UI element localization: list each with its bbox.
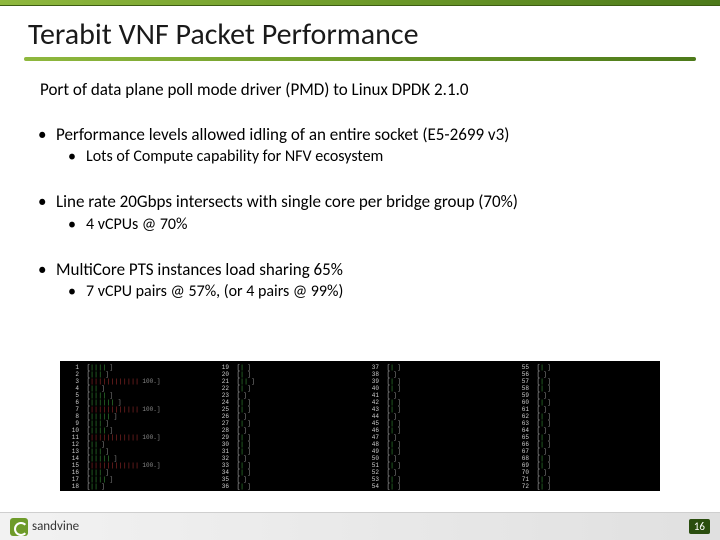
cpu-meter-row: 29 [|] bbox=[215, 434, 355, 441]
cpu-meter-row: 3 [||||||||||||100.] bbox=[65, 378, 205, 385]
cpu-meter-row: 57 [|] bbox=[515, 378, 655, 385]
cpu-meter-row: 41 [] bbox=[365, 392, 505, 399]
cpu-meter-row: 32 [] bbox=[215, 455, 355, 462]
cpu-meter-row: 46 [|] bbox=[365, 427, 505, 434]
cpu-meter-row: 56 [] bbox=[515, 371, 655, 378]
cpu-meter-row: 45 [|] bbox=[365, 420, 505, 427]
cpu-meter-row: 48 [|] bbox=[365, 441, 505, 448]
cpu-meter-row: 12 [||] bbox=[65, 441, 205, 448]
cpu-meter-row: 53 [|] bbox=[365, 476, 505, 483]
cpu-meter-row: 28 [] bbox=[215, 427, 355, 434]
cpu-meter-row: 44 [] bbox=[365, 413, 505, 420]
cpu-meter-row: 27 [|] bbox=[215, 420, 355, 427]
cpu-meter-row: 43 [|] bbox=[365, 406, 505, 413]
cpu-meter-row: 10 [||||] bbox=[65, 427, 205, 434]
cpu-meter-row: 68 [|] bbox=[515, 455, 655, 462]
bullet-level1: Performance levels allowed idling of an … bbox=[40, 114, 680, 145]
cpu-meter-row: 66 [|] bbox=[515, 441, 655, 448]
cpu-meter-row: 24 [|] bbox=[215, 399, 355, 406]
cpu-meter-row: 15 [||||||||||||100.] bbox=[65, 462, 205, 469]
cpu-meter-row: 1 [||||] bbox=[65, 364, 205, 371]
cpu-meter-row: 6 [||||||] bbox=[65, 399, 205, 406]
sandvine-logo-text: sandvine bbox=[32, 519, 79, 534]
htop-terminal-screenshot: 1 [||||]2 [|||]3 [||||||||||||100.]4 [||… bbox=[60, 361, 660, 491]
page-number: 16 bbox=[689, 519, 710, 534]
cpu-meter-row: 23 [] bbox=[215, 392, 355, 399]
bullet-list: Performance levels allowed idling of an … bbox=[0, 106, 720, 302]
slide-footer: sandvine bbox=[0, 512, 720, 540]
cpu-meter-row: 49 [|] bbox=[365, 448, 505, 455]
bullet-level2: 7 vCPU pairs @ 57%, (or 4 pairs @ 99%) bbox=[40, 280, 680, 302]
cpu-meter-row: 36 [|] bbox=[215, 483, 355, 490]
cpu-meter-row: 22 [|] bbox=[215, 385, 355, 392]
cpu-meter-row: 37 [|] bbox=[365, 364, 505, 371]
cpu-meter-row: 72 [|] bbox=[515, 483, 655, 490]
cpu-meter-row: 18 [||] bbox=[65, 483, 205, 490]
cpu-meter-row: 71 [|] bbox=[515, 476, 655, 483]
cpu-meter-row: 67 [] bbox=[515, 448, 655, 455]
cpu-meter-row: 63 [|] bbox=[515, 420, 655, 427]
cpu-meter-row: 62 [|] bbox=[515, 413, 655, 420]
slide-subtitle: Port of data plane poll mode driver (PMD… bbox=[0, 61, 720, 106]
cpu-meter-row: 33 [|] bbox=[215, 462, 355, 469]
cpu-meter-row: 5 [||||] bbox=[65, 392, 205, 399]
cpu-meter-row: 11 [||||||||||||100.] bbox=[65, 434, 205, 441]
bullet-level2: 4 vCPUs @ 70% bbox=[40, 213, 680, 235]
cpu-meter-row: 58 [|] bbox=[515, 385, 655, 392]
cpu-meter-row: 4 [||] bbox=[65, 385, 205, 392]
slide-title: Terabit VNF Packet Performance bbox=[0, 6, 720, 57]
cpu-meter-row: 19 [|] bbox=[215, 364, 355, 371]
bullet-level1: MultiCore PTS instances load sharing 65% bbox=[40, 249, 680, 280]
cpu-meter-row: 52 [] bbox=[365, 469, 505, 476]
cpu-meter-row: 54 [|] bbox=[365, 483, 505, 490]
cpu-meter-row: 26 [] bbox=[215, 413, 355, 420]
cpu-meter-row: 69 [|] bbox=[515, 462, 655, 469]
cpu-meter-row: 70 [] bbox=[515, 469, 655, 476]
cpu-meter-row: 51 [|] bbox=[365, 462, 505, 469]
cpu-meter-row: 60 [|] bbox=[515, 399, 655, 406]
cpu-meter-row: 50 [] bbox=[365, 455, 505, 462]
cpu-meter-row: 7 [||||||||||||100.] bbox=[65, 406, 205, 413]
cpu-meter-row: 14 [|||||] bbox=[65, 455, 205, 462]
cpu-meter-row: 2 [|||] bbox=[65, 371, 205, 378]
cpu-meter-row: 55 [|] bbox=[515, 364, 655, 371]
cpu-meter-row: 65 [|] bbox=[515, 434, 655, 441]
cpu-meter-row: 42 [|] bbox=[365, 399, 505, 406]
sandvine-logo: sandvine bbox=[10, 518, 79, 536]
cpu-meter-row: 47 [] bbox=[365, 434, 505, 441]
cpu-meter-row: 9 [|||] bbox=[65, 420, 205, 427]
cpu-meter-row: 17 [||||] bbox=[65, 476, 205, 483]
cpu-meter-row: 20 [|] bbox=[215, 371, 355, 378]
cpu-meter-row: 34 [|] bbox=[215, 469, 355, 476]
cpu-meter-row: 61 [] bbox=[515, 406, 655, 413]
sandvine-logo-icon bbox=[10, 518, 28, 536]
cpu-meter-row: 64 [] bbox=[515, 427, 655, 434]
bullet-level2: Lots of Compute capability for NFV ecosy… bbox=[40, 145, 680, 167]
cpu-meter-row: 35 [] bbox=[215, 476, 355, 483]
cpu-meter-row: 59 [] bbox=[515, 392, 655, 399]
cpu-meter-row: 16 [|||] bbox=[65, 469, 205, 476]
cpu-meter-row: 40 [|] bbox=[365, 385, 505, 392]
cpu-meter-row: 38 [] bbox=[365, 371, 505, 378]
cpu-meter-row: 13 [|||] bbox=[65, 448, 205, 455]
bullet-level1: Line rate 20Gbps intersects with single … bbox=[40, 181, 680, 212]
cpu-meter-row: 21 [||] bbox=[215, 378, 355, 385]
cpu-meter-row: 30 [|] bbox=[215, 441, 355, 448]
cpu-meter-row: 25 [|] bbox=[215, 406, 355, 413]
cpu-meter-row: 39 [|] bbox=[365, 378, 505, 385]
slide: Terabit VNF Packet Performance Port of d… bbox=[0, 0, 720, 540]
cpu-meter-row: 31 [|] bbox=[215, 448, 355, 455]
cpu-meter-row: 8 [|||||] bbox=[65, 413, 205, 420]
